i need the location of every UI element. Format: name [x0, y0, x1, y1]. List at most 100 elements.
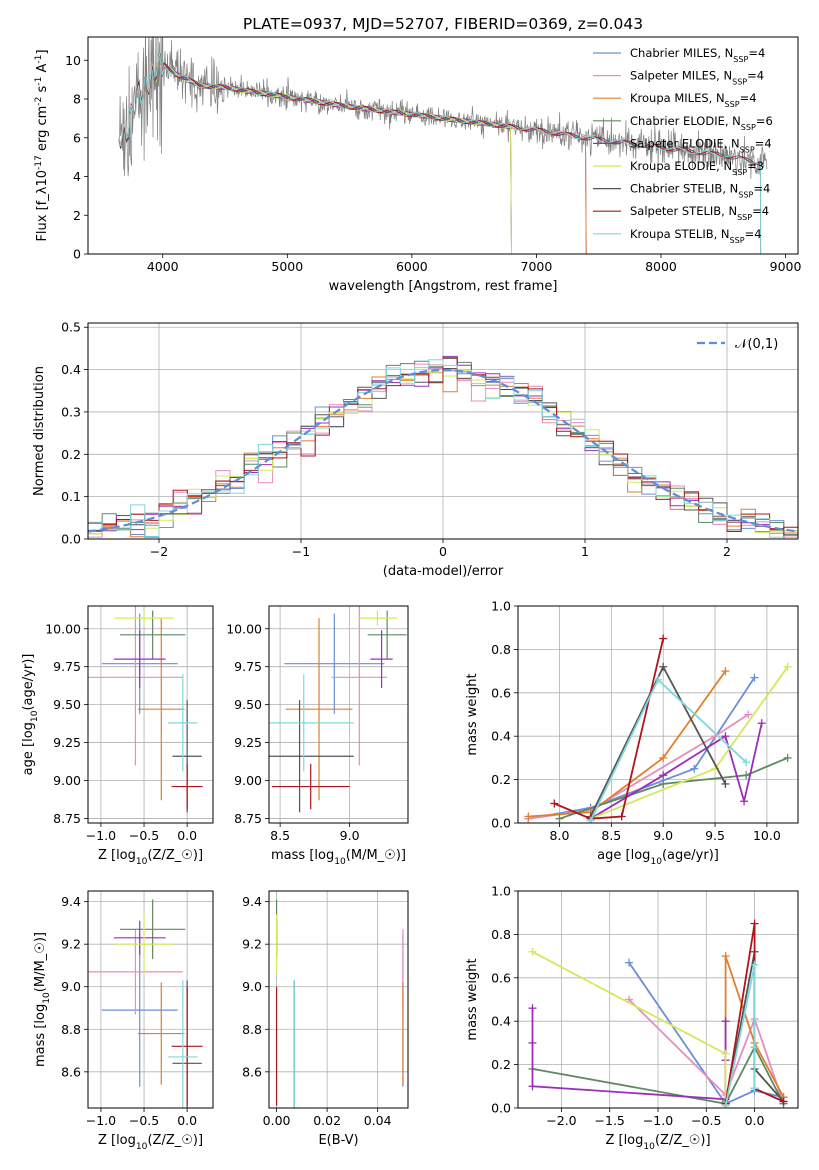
y-tick-label: 4	[73, 169, 81, 184]
axes-frame	[87, 890, 214, 1109]
x-tick-label: −0.5	[691, 1113, 721, 1128]
legend-label-salpeter-elodie: Salpeter ELODIE, NSSP=4	[630, 136, 772, 154]
y-tick-label: 0.8	[491, 927, 511, 942]
weight-line-salpeter-stelib	[553, 638, 665, 820]
plot-area	[88, 899, 203, 1108]
x-tick-label: 0	[439, 544, 447, 559]
y-tick-label: 9.2	[61, 937, 81, 952]
model-line-kroupa-stelib	[118, 52, 762, 254]
panel-weight-Z: −2.0 −1.5 −1.0 −0.5 0.0 0.0 0.2 0.4 0.6 0.8 1.0 Z […	[465, 884, 799, 1152]
y-tick-label: 8	[73, 92, 81, 107]
weight-line-salpeter-miles	[628, 998, 785, 1104]
y-axis-label: Normed distribution	[32, 366, 47, 496]
x-tick-label: 6000	[396, 259, 428, 274]
axes-frame	[268, 605, 409, 824]
x-tick-label: 8.5	[601, 828, 621, 843]
panel-mass-ebv: 0.00 0.02 0.04 8.6 8.8 9.0 9.2 9.4 E(B-V)	[242, 890, 409, 1148]
y-tick-label: 8.75	[53, 811, 81, 826]
normal-curve	[88, 368, 798, 533]
legend: 𝒩(0,1)	[697, 337, 778, 352]
x-tick-label: 8000	[645, 259, 677, 274]
x-tick-label: 0.0	[177, 828, 197, 843]
axes-frame	[517, 890, 799, 1109]
y-tick-label: 8.8	[61, 1022, 81, 1037]
x-tick-label: 8.0	[550, 828, 570, 843]
plot-area	[88, 606, 203, 813]
x-axis-label: mass [log10(M/M_☉)]	[271, 848, 406, 867]
axes-frame	[87, 36, 799, 255]
plot-area	[528, 919, 788, 1108]
x-tick-label: −0.5	[129, 1113, 159, 1128]
x-tick-label: 9.5	[705, 828, 725, 843]
plot-area	[275, 899, 404, 1108]
y-tick-label: 1.0	[491, 599, 511, 614]
x-tick-label: 0.02	[313, 1113, 341, 1128]
weight-line-kroupa-stelib	[724, 964, 756, 1106]
y-tick-label: 0.4	[491, 729, 511, 744]
y-axis-label: Flux [f_λ10-17 erg cm-2 s-1 A-1]	[34, 49, 50, 241]
y-tick-label: 9.4	[61, 894, 81, 909]
x-tick-label: −0.5	[129, 828, 159, 843]
x-tick-label: 0.04	[364, 1113, 392, 1128]
x-tick-label: 2	[723, 544, 731, 559]
model-line-kroupa-miles	[118, 53, 587, 254]
plot-area	[118, 37, 768, 254]
x-tick-label: 0.0	[177, 1113, 197, 1128]
x-axis-label: Z [log10(Z/Z_☉)]	[98, 1133, 203, 1152]
x-tick-label: 9.0	[340, 828, 360, 843]
y-tick-label: 0.0	[491, 1101, 511, 1116]
x-tick-label: 0.00	[263, 1113, 291, 1128]
y-tick-label: 0.2	[61, 447, 81, 462]
legend: Chabrier MILES, NSSP=4 Salpeter MILES, NS…	[593, 46, 773, 244]
y-tick-label: 9.00	[234, 773, 262, 788]
x-axis-label: Z [log10(Z/Z_☉)]	[98, 848, 203, 867]
chart-title: PLATE=0937, MJD=52707, FIBERID=0369, z=0…	[243, 15, 643, 33]
y-tick-label: 0.1	[61, 489, 81, 504]
y-tick-label: 9.75	[53, 659, 81, 674]
legend-label-salpeter-stelib: Salpeter STELIB, NSSP=4	[630, 204, 769, 222]
y-axis-label: mass weight	[465, 958, 480, 1040]
panel-mass-Z: −1.0 −0.5 0.0 8.6 8.8 9.0 9.2 9.4 Z [log10(Z/Z_☉…	[33, 890, 214, 1152]
weight-line-salpeter-elodie	[590, 723, 763, 820]
histogram-kroupa-stelib	[88, 359, 798, 539]
y-axis-label: mass weight	[465, 673, 480, 755]
y-tick-label: 0.0	[491, 816, 511, 831]
weight-line-chabrier-miles	[628, 962, 784, 1105]
axes-frame	[268, 890, 409, 1109]
legend-label-normal: 𝒩(0,1)	[735, 337, 778, 352]
panel-spectrum: 4000 5000 6000 7000 8000 9000 0 2 4 6 8 10 wavelengt…	[34, 15, 801, 294]
y-tick-label: 8.6	[61, 1064, 81, 1079]
x-tick-label: −1.0	[86, 1113, 116, 1128]
y-tick-label: 8.75	[234, 811, 262, 826]
y-tick-label: 0.2	[491, 1057, 511, 1072]
weight-line-chabrier-elodie	[559, 757, 788, 820]
y-tick-label: 0.4	[491, 1014, 511, 1029]
x-tick-label: −1.0	[86, 828, 116, 843]
legend-label-kroupa-elodie: Kroupa ELODIE, NSSP=3	[630, 159, 764, 177]
legend-label-kroupa-stelib: Kroupa STELIB, NSSP=4	[630, 227, 762, 245]
x-tick-label: −1.0	[643, 1113, 673, 1128]
x-tick-label: −1	[292, 544, 310, 559]
panel-age-Z: −1.0 −0.5 0.0 8.75 9.00 9.25 9.50 9.75 10.00 Z [l…	[21, 605, 214, 867]
panel-weight-age: 8.0 8.5 9.0 9.5 10.0 0.0 0.2 0.4 0.6 0.8 1.0 age [l…	[465, 599, 799, 867]
y-tick-label: 10.00	[226, 621, 262, 636]
y-tick-label: 10	[65, 53, 81, 68]
y-tick-label: 10.00	[45, 621, 81, 636]
y-tick-label: 9.4	[242, 894, 262, 909]
y-tick-label: 1.0	[491, 884, 511, 899]
axes-frame	[87, 605, 214, 824]
weight-line-salpeter-elodie	[531, 1008, 727, 1101]
y-tick-label: 0.5	[61, 320, 81, 335]
y-axis-label: mass [log10(M/M_☉)]	[33, 932, 52, 1067]
y-tick-label: 0.6	[491, 685, 511, 700]
model-line-chabrier-miles	[118, 53, 587, 254]
legend-label-chabrier-stelib: Chabrier STELIB, NSSP=4	[630, 182, 770, 200]
x-tick-label: 5000	[271, 259, 303, 274]
x-tick-label: 9.0	[653, 828, 673, 843]
y-tick-label: 0.0	[61, 532, 81, 547]
x-axis-label: wavelength [Angstrom, rest frame]	[329, 279, 558, 294]
x-tick-label: 1	[581, 544, 589, 559]
y-tick-label: 8.8	[242, 1022, 262, 1037]
axes-frame	[517, 605, 799, 824]
y-tick-label: 9.25	[234, 735, 262, 750]
